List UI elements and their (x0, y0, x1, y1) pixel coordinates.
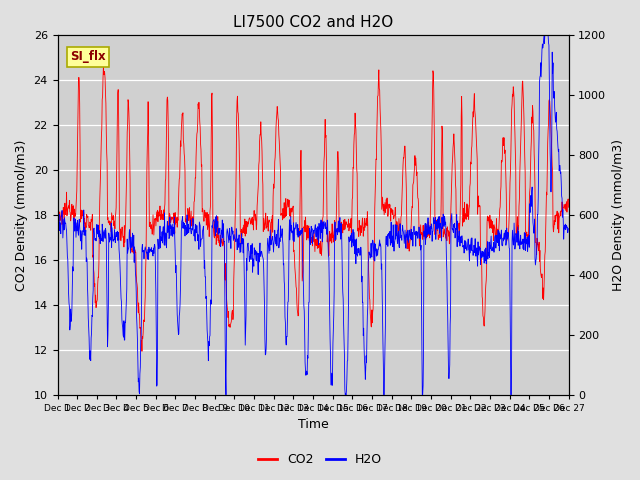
Legend: CO2, H2O: CO2, H2O (253, 448, 387, 471)
Title: LI7500 CO2 and H2O: LI7500 CO2 and H2O (233, 15, 393, 30)
X-axis label: Time: Time (298, 419, 328, 432)
Y-axis label: CO2 Density (mmol/m3): CO2 Density (mmol/m3) (15, 139, 28, 291)
Y-axis label: H2O Density (mmol/m3): H2O Density (mmol/m3) (612, 139, 625, 291)
Text: SI_flx: SI_flx (70, 50, 106, 63)
